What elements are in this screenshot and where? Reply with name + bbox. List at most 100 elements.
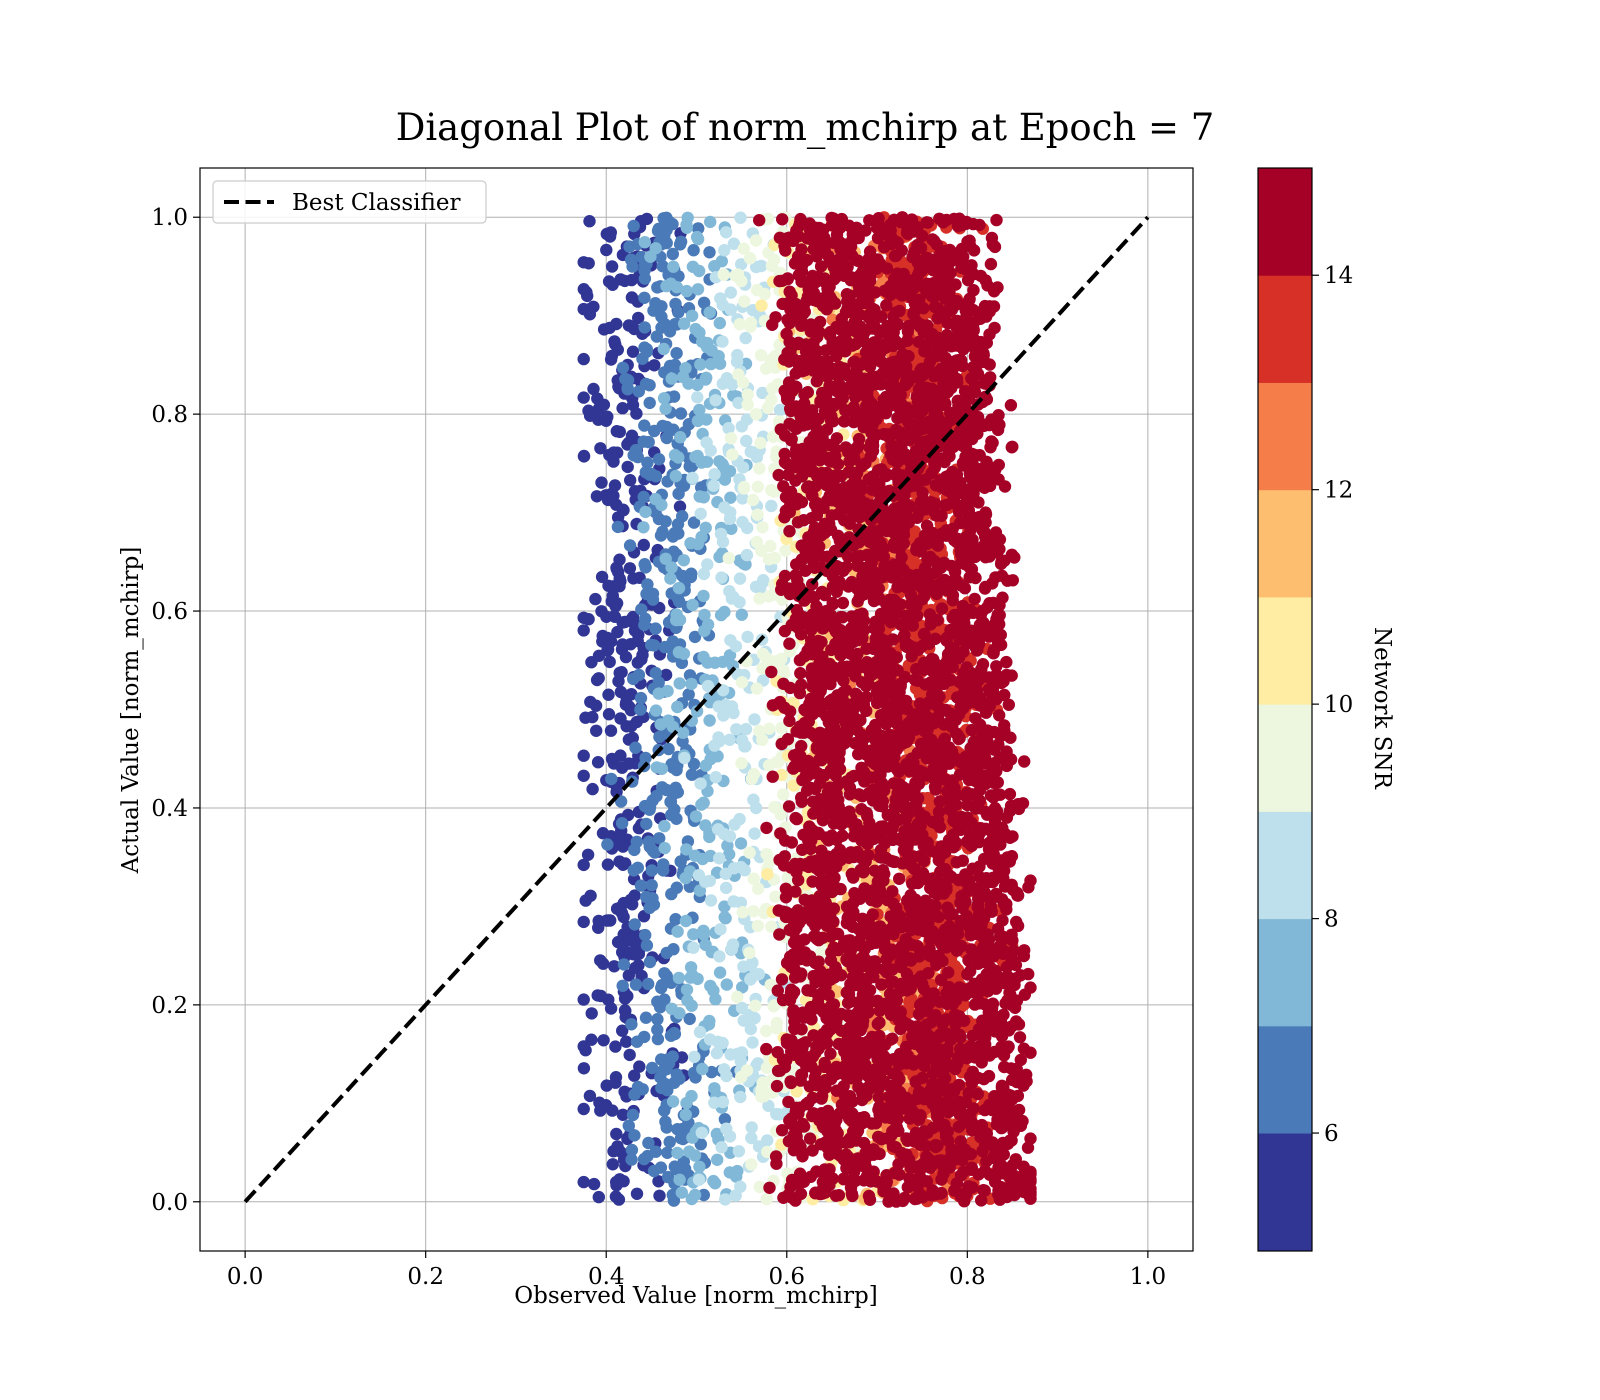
scatter-point — [649, 704, 663, 717]
scatter-point — [711, 1153, 724, 1167]
scatter-point — [777, 677, 790, 690]
scatter-point — [605, 349, 619, 363]
scatter-point — [739, 331, 752, 345]
scatter-point — [604, 724, 618, 737]
scatter-point — [687, 244, 700, 257]
scatter-point — [747, 872, 760, 885]
scatter-point — [803, 1132, 817, 1145]
scatter-point — [738, 295, 751, 308]
scatter-point — [741, 630, 754, 644]
scatter-point — [753, 214, 766, 227]
scatter-point — [583, 409, 597, 422]
scatter-point — [704, 357, 718, 371]
scatter-point — [627, 864, 640, 877]
scatter-point — [793, 686, 807, 700]
scatter-point — [686, 598, 699, 612]
scatter-point — [711, 823, 725, 836]
scatter-point — [579, 894, 592, 907]
scatter-point — [641, 578, 654, 591]
scatter-point — [648, 359, 661, 372]
scatter-point — [755, 259, 768, 273]
scatter-point — [645, 864, 658, 877]
scatter-point — [732, 396, 745, 410]
scatter-point — [597, 957, 610, 970]
scatter-point — [633, 1060, 646, 1073]
scatter-point — [725, 700, 739, 713]
scatter-point — [613, 666, 626, 680]
scatter-point — [737, 960, 750, 973]
scatter-point — [654, 1071, 667, 1084]
scatter-point — [639, 505, 652, 519]
scatter-point — [768, 999, 781, 1012]
scatter-point — [749, 234, 763, 247]
scatter-point — [750, 682, 764, 695]
scatter-point — [935, 602, 949, 615]
scatter-point — [901, 334, 914, 347]
scatter-point — [577, 1040, 590, 1053]
scatter-point — [716, 535, 730, 549]
scatter-point — [668, 1076, 681, 1090]
scatter-point — [643, 396, 656, 410]
scatter-point — [601, 644, 614, 657]
scatter-point — [724, 491, 737, 504]
scatter-point — [592, 1190, 605, 1204]
scatter-point — [607, 446, 620, 459]
scatter-point — [697, 589, 710, 603]
scatter-point — [727, 237, 741, 250]
scatter-point — [669, 913, 682, 926]
scatter-point — [652, 453, 666, 466]
scatter-point — [717, 459, 730, 472]
scatter-point — [998, 1060, 1011, 1074]
scatter-point — [715, 571, 728, 584]
scatter-point — [733, 812, 746, 826]
scatter-point — [609, 1071, 623, 1084]
scatter-point — [737, 242, 750, 255]
scatter-point — [756, 521, 769, 534]
scatter-point — [616, 1024, 629, 1037]
scatter-point — [768, 551, 782, 565]
scatter-point — [622, 757, 636, 770]
scatter-point — [693, 403, 706, 417]
scatter-point — [616, 503, 630, 516]
scatter-point — [640, 817, 653, 831]
scatter-point — [783, 525, 796, 538]
scatter-point — [627, 936, 641, 949]
scatter-point — [763, 722, 776, 735]
scatter-point — [662, 742, 675, 756]
scatter-point — [736, 492, 749, 505]
scatter-point — [755, 299, 768, 312]
scatter-point — [707, 479, 720, 492]
scatter-point — [775, 973, 789, 986]
scatter-point — [846, 339, 859, 352]
scatter-point — [686, 1131, 699, 1144]
scatter-point — [708, 260, 721, 273]
scatter-point — [760, 362, 773, 375]
scatter-point — [653, 1189, 666, 1203]
scatter-point — [655, 762, 669, 775]
scatter-point — [749, 999, 762, 1012]
scatter-point — [701, 558, 714, 571]
scatter-point — [761, 1134, 774, 1147]
scatter-point — [674, 431, 687, 444]
scatter-point — [685, 309, 699, 322]
scatter-point — [638, 236, 651, 249]
scatter-point — [701, 679, 715, 693]
scatter-point — [647, 1164, 661, 1178]
scatter-point — [673, 500, 687, 513]
scatter-point — [665, 561, 678, 574]
scatter-point — [597, 323, 611, 336]
scatter-point — [708, 468, 721, 481]
scatter-point — [660, 783, 673, 797]
scatter-points — [577, 211, 1037, 1208]
scatter-point — [667, 390, 681, 403]
scatter-point — [646, 1061, 659, 1075]
scatter-point — [666, 247, 679, 261]
scatter-point — [606, 1158, 619, 1171]
scatter-point — [753, 724, 766, 738]
scatter-point — [622, 319, 636, 332]
scatter-point — [753, 592, 766, 605]
scatter-point — [577, 1175, 590, 1189]
scatter-point — [616, 402, 629, 415]
scatter-point — [594, 1104, 607, 1117]
